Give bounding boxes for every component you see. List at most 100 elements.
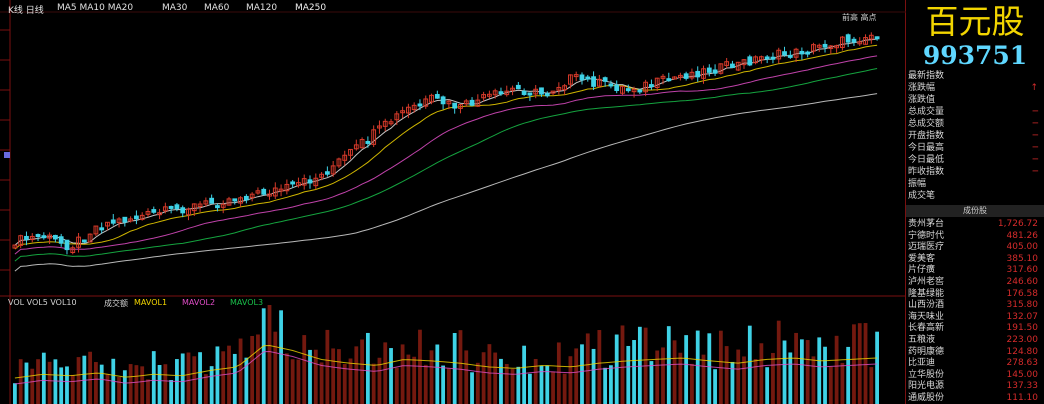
- candle-body: [608, 83, 614, 87]
- volume-bar: [875, 331, 879, 404]
- volume-bar: [30, 368, 35, 404]
- candle-body: [64, 239, 70, 251]
- ma-legend-item: K线 日线: [8, 6, 44, 16]
- volume-bar: [418, 329, 422, 404]
- volume-bar: [672, 340, 677, 404]
- volume-bar: [146, 379, 150, 404]
- constituent-price: 315.80: [1006, 300, 1039, 311]
- candle-body: [811, 44, 816, 52]
- constituent-row[interactable]: 贵州茅台 1,726.72: [906, 218, 1044, 230]
- stock-info-panel: 百元股 993751 最新指数 涨跌幅 ↑ 涨跌值 总成交量 ─ 总成交额 ─ 开盘指数 ─ 今日最…: [906, 0, 1044, 404]
- volume-bar: [36, 359, 40, 404]
- constituent-name: 长春高新: [908, 323, 945, 334]
- candle-body: [596, 78, 602, 87]
- candle-body: [105, 221, 110, 227]
- volume-bar: [730, 361, 735, 404]
- volume-bar: [406, 354, 411, 404]
- constituent-name: 立华股份: [908, 369, 945, 380]
- constituent-price: 132.07: [1006, 311, 1039, 322]
- volume-bar: [655, 350, 660, 404]
- volume-bar: [18, 359, 23, 404]
- constituent-row[interactable]: 隆基绿能 176.58: [906, 288, 1044, 300]
- volume-bar: [747, 325, 752, 404]
- constituent-row[interactable]: 海天味业 132.07: [906, 311, 1044, 323]
- candle-body: [209, 197, 215, 204]
- candle-body: [828, 45, 834, 50]
- volume-bar: [273, 331, 278, 404]
- constituent-row[interactable]: 爱美客 385.10: [906, 253, 1044, 265]
- constituent-price: 385.10: [1006, 253, 1039, 264]
- stat-row: 总成交量 ─: [906, 106, 1044, 118]
- volume-bar: [342, 364, 347, 404]
- candle-body: [550, 90, 556, 94]
- volume-bar: [499, 358, 503, 404]
- volume-bar: [776, 320, 781, 404]
- constituent-row[interactable]: 通威股份 111.10: [906, 392, 1044, 404]
- candle-body: [446, 100, 452, 105]
- volume-bar: [134, 365, 139, 404]
- candle-body: [145, 211, 151, 215]
- volume-legend-item: VOL VOL5 VOL10: [8, 298, 77, 307]
- volume-bar: [799, 339, 804, 404]
- constituent-price: 405.00: [1006, 242, 1039, 253]
- constituent-row[interactable]: 泸州老窖 246.60: [906, 276, 1044, 288]
- stat-row: 今日最高 ─: [906, 142, 1044, 154]
- constituent-row[interactable]: 阳光电源 137.33: [906, 380, 1044, 392]
- volume-legend-item: MAVOL3: [230, 298, 264, 307]
- candle-body: [128, 218, 134, 222]
- candle-body: [87, 233, 93, 243]
- candle-body: [793, 48, 799, 58]
- volume-bar: [261, 308, 266, 404]
- volume-bar: [447, 368, 451, 404]
- volume-bar: [13, 383, 17, 404]
- volume-bar: [551, 371, 555, 404]
- constituent-row[interactable]: 长春高新 191.50: [906, 322, 1044, 334]
- volume-bar: [475, 362, 480, 404]
- constituent-price: 246.60: [1006, 277, 1039, 287]
- candle-body: [116, 218, 122, 224]
- stat-label: 今日最高: [908, 143, 945, 153]
- candle-body: [724, 61, 730, 66]
- stat-row: 振幅: [906, 178, 1044, 190]
- volume-legend-item: MAVOL2: [182, 298, 216, 307]
- volume-legend-item: MAVOL1: [134, 298, 168, 307]
- candle-body: [573, 74, 579, 78]
- candle-body: [122, 216, 128, 223]
- constituent-row[interactable]: 迈瑞医疗 405.00: [906, 241, 1044, 253]
- volume-bar: [157, 365, 162, 404]
- ma-legend-item: MA5 MA10 MA20: [57, 3, 134, 13]
- volume-bar: [122, 370, 127, 404]
- ma-legend-item: MA30: [162, 3, 188, 13]
- volume-bar: [400, 344, 405, 404]
- constituent-row[interactable]: 山西汾酒 315.80: [906, 299, 1044, 311]
- constituent-row[interactable]: 五粮液 223.00: [906, 334, 1044, 346]
- volume-bar: [556, 342, 561, 404]
- constituent-row[interactable]: 比亚迪 278.63: [906, 357, 1044, 369]
- volume-bar: [713, 369, 717, 404]
- candle-body: [400, 110, 405, 114]
- constituent-row[interactable]: 立华股份 145.00: [906, 369, 1044, 381]
- ma5-line: [14, 38, 878, 246]
- candle-body: [805, 51, 811, 55]
- candle-body: [267, 193, 272, 197]
- volume-bar: [348, 358, 353, 404]
- stat-label: 总成交量: [908, 107, 945, 117]
- volume-bar: [684, 335, 689, 404]
- stat-row: 昨收指数 ─: [906, 166, 1044, 178]
- candle-body: [510, 87, 515, 91]
- volume-bar: [603, 367, 608, 404]
- candle-body: [816, 44, 822, 48]
- kline-chart[interactable]: K线 日线 MA5 MA10 MA20 MA30 MA60 MA120 MA250 VOL…: [0, 0, 906, 404]
- stat-row: 开盘指数 ─: [906, 130, 1044, 142]
- constituent-row[interactable]: 宁德时代 481.26: [906, 230, 1044, 242]
- constituent-name: 五粮液: [908, 335, 936, 345]
- chart-canvas[interactable]: [0, 0, 906, 404]
- constituent-price: 223.00: [1006, 335, 1039, 345]
- volume-bar: [852, 324, 856, 404]
- candle-body: [336, 158, 342, 167]
- volume-bar: [493, 352, 498, 404]
- constituent-row[interactable]: 片仔癀 317.60: [906, 264, 1044, 276]
- candle-body: [174, 204, 180, 210]
- candle-body: [562, 85, 568, 91]
- constituent-row[interactable]: 药明康德 124.80: [906, 346, 1044, 358]
